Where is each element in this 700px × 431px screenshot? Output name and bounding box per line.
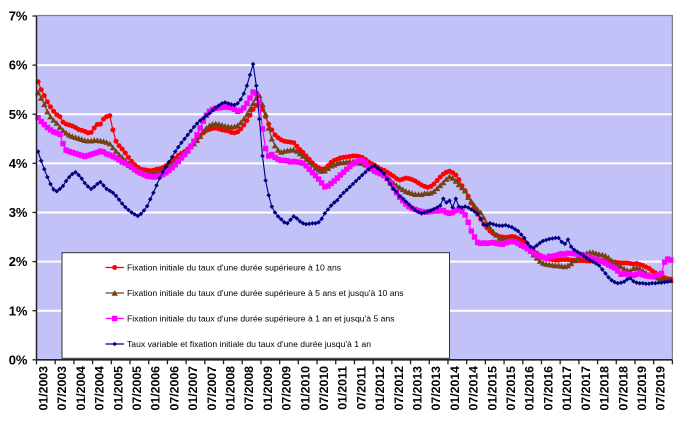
svg-text:07/2015: 07/2015 <box>504 366 518 411</box>
svg-text:5%: 5% <box>9 107 28 122</box>
svg-text:1%: 1% <box>9 303 28 318</box>
svg-text:01/2011: 01/2011 <box>336 366 350 410</box>
svg-text:01/2016: 01/2016 <box>523 366 537 411</box>
svg-text:07/2018: 07/2018 <box>616 366 630 411</box>
svg-text:07/2005: 07/2005 <box>130 366 144 411</box>
svg-text:07/2006: 07/2006 <box>167 366 181 411</box>
svg-text:Taux variable et fixation init: Taux variable et fixation initiale du ta… <box>127 339 371 349</box>
svg-text:07/2008: 07/2008 <box>242 366 256 411</box>
svg-text:01/2013: 01/2013 <box>411 366 425 411</box>
svg-text:01/2018: 01/2018 <box>598 366 612 411</box>
svg-text:07/2004: 07/2004 <box>93 366 107 411</box>
svg-text:7%: 7% <box>9 9 28 24</box>
svg-text:07/2010: 07/2010 <box>317 366 331 411</box>
svg-text:01/2008: 01/2008 <box>223 366 237 411</box>
svg-text:01/2010: 01/2010 <box>298 366 312 411</box>
svg-text:07/2013: 07/2013 <box>429 366 443 411</box>
svg-text:07/2014: 07/2014 <box>467 366 481 411</box>
svg-text:0%: 0% <box>9 352 28 367</box>
svg-text:01/2014: 01/2014 <box>448 366 462 411</box>
svg-text:07/2003: 07/2003 <box>55 366 69 411</box>
svg-text:01/2007: 01/2007 <box>186 366 200 411</box>
svg-text:Fixation initiale du taux d'un: Fixation initiale du taux d'une durée su… <box>127 314 395 324</box>
svg-text:07/2012: 07/2012 <box>392 366 406 411</box>
svg-text:01/2006: 01/2006 <box>149 366 163 411</box>
svg-text:07/2016: 07/2016 <box>541 366 555 411</box>
svg-text:4%: 4% <box>9 156 28 171</box>
svg-text:07/2007: 07/2007 <box>205 366 219 411</box>
svg-text:01/2019: 01/2019 <box>635 366 649 411</box>
svg-text:01/2012: 01/2012 <box>373 366 387 411</box>
svg-text:07/2017: 07/2017 <box>579 366 593 411</box>
svg-text:3%: 3% <box>9 205 28 220</box>
svg-text:01/2004: 01/2004 <box>74 366 88 411</box>
svg-text:Fixation initiale du taux d'un: Fixation initiale du taux d'une durée su… <box>127 263 341 273</box>
svg-text:01/2009: 01/2009 <box>261 366 275 411</box>
svg-text:01/2005: 01/2005 <box>111 366 125 411</box>
svg-text:6%: 6% <box>9 58 28 73</box>
svg-text:01/2003: 01/2003 <box>36 366 50 411</box>
svg-text:Fixation initiale du taux d'un: Fixation initiale du taux d'une durée su… <box>127 288 404 298</box>
svg-text:01/2017: 01/2017 <box>560 366 574 411</box>
svg-text:07/2019: 07/2019 <box>654 366 668 411</box>
svg-text:2%: 2% <box>9 254 28 269</box>
svg-text:07/2009: 07/2009 <box>280 366 294 411</box>
svg-text:01/2015: 01/2015 <box>485 366 499 411</box>
svg-text:07/2011: 07/2011 <box>354 366 368 410</box>
